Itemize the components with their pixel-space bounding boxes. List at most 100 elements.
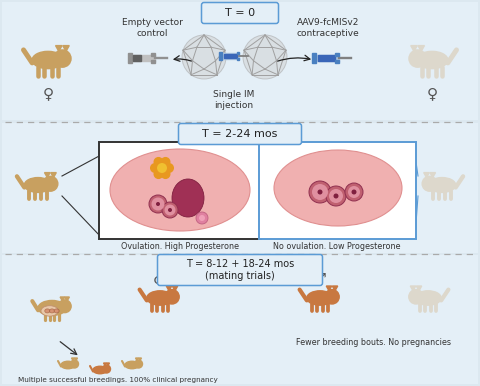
Ellipse shape bbox=[274, 150, 402, 226]
Circle shape bbox=[134, 360, 143, 368]
Circle shape bbox=[160, 169, 170, 179]
Circle shape bbox=[196, 212, 208, 224]
Polygon shape bbox=[430, 173, 435, 178]
Circle shape bbox=[334, 193, 338, 198]
Ellipse shape bbox=[110, 149, 250, 231]
Polygon shape bbox=[63, 46, 69, 51]
Bar bbox=[131, 54, 155, 61]
Ellipse shape bbox=[428, 178, 456, 193]
Circle shape bbox=[312, 184, 328, 200]
Ellipse shape bbox=[416, 51, 448, 69]
Text: T = 2-24 mos: T = 2-24 mos bbox=[202, 129, 278, 139]
Circle shape bbox=[154, 157, 164, 167]
Ellipse shape bbox=[61, 361, 75, 369]
Polygon shape bbox=[139, 358, 142, 361]
Circle shape bbox=[422, 176, 437, 191]
Circle shape bbox=[149, 195, 167, 213]
FancyBboxPatch shape bbox=[157, 254, 323, 286]
Polygon shape bbox=[166, 286, 172, 291]
Text: Fewer breeding bouts. No pregnancies: Fewer breeding bouts. No pregnancies bbox=[297, 338, 452, 347]
Polygon shape bbox=[326, 286, 332, 291]
Circle shape bbox=[325, 290, 339, 304]
Text: AAV9-fcMISv2
contraceptive: AAV9-fcMISv2 contraceptive bbox=[297, 18, 360, 38]
Bar bbox=[312, 53, 316, 63]
Bar bbox=[336, 53, 339, 56]
Bar bbox=[318, 56, 336, 61]
Polygon shape bbox=[74, 358, 77, 361]
Circle shape bbox=[157, 163, 167, 173]
FancyBboxPatch shape bbox=[99, 142, 261, 239]
Polygon shape bbox=[51, 173, 56, 178]
Circle shape bbox=[348, 186, 360, 198]
Ellipse shape bbox=[49, 309, 55, 313]
Circle shape bbox=[54, 50, 71, 67]
Bar bbox=[151, 60, 155, 63]
Ellipse shape bbox=[45, 309, 50, 313]
Circle shape bbox=[345, 183, 363, 201]
Text: ♂: ♂ bbox=[313, 271, 327, 286]
Bar bbox=[237, 58, 239, 59]
Circle shape bbox=[329, 189, 343, 203]
Circle shape bbox=[165, 205, 176, 215]
Polygon shape bbox=[45, 173, 50, 178]
Polygon shape bbox=[104, 363, 107, 366]
Circle shape bbox=[168, 208, 172, 212]
Circle shape bbox=[165, 290, 179, 304]
Circle shape bbox=[103, 365, 110, 373]
Circle shape bbox=[409, 50, 426, 67]
Bar bbox=[129, 53, 132, 63]
Circle shape bbox=[154, 169, 164, 179]
Text: T = 0: T = 0 bbox=[225, 8, 255, 18]
Bar bbox=[224, 54, 237, 58]
FancyBboxPatch shape bbox=[202, 2, 278, 24]
Circle shape bbox=[43, 176, 58, 191]
Text: Single IM
injection: Single IM injection bbox=[213, 90, 255, 110]
Text: Empty vector
control: Empty vector control bbox=[121, 18, 182, 38]
Circle shape bbox=[351, 190, 357, 195]
Ellipse shape bbox=[41, 306, 59, 316]
Bar bbox=[237, 52, 239, 54]
Polygon shape bbox=[172, 286, 178, 291]
Polygon shape bbox=[65, 297, 70, 301]
Bar bbox=[132, 56, 141, 61]
Text: ♂: ♂ bbox=[153, 271, 167, 286]
Circle shape bbox=[160, 157, 170, 167]
Circle shape bbox=[243, 35, 287, 79]
Circle shape bbox=[182, 35, 226, 79]
Polygon shape bbox=[332, 286, 338, 291]
Circle shape bbox=[409, 290, 423, 304]
Circle shape bbox=[317, 190, 323, 195]
Ellipse shape bbox=[32, 51, 64, 69]
Circle shape bbox=[152, 198, 165, 210]
Circle shape bbox=[162, 202, 178, 218]
Polygon shape bbox=[424, 173, 429, 178]
Circle shape bbox=[326, 186, 346, 206]
Ellipse shape bbox=[38, 300, 66, 315]
Ellipse shape bbox=[54, 309, 59, 313]
Text: Multiple successful breedings. 100% clinical pregnancy: Multiple successful breedings. 100% clin… bbox=[18, 377, 218, 383]
Text: ♀: ♀ bbox=[426, 86, 438, 102]
Bar bbox=[151, 53, 155, 56]
Text: No ovulation. Low Progesterone: No ovulation. Low Progesterone bbox=[273, 242, 401, 251]
Bar bbox=[315, 54, 339, 61]
Text: ♀: ♀ bbox=[42, 86, 54, 102]
Bar bbox=[219, 52, 222, 59]
Circle shape bbox=[71, 360, 79, 368]
Ellipse shape bbox=[24, 178, 52, 193]
Polygon shape bbox=[411, 46, 417, 51]
Bar bbox=[221, 53, 239, 59]
Polygon shape bbox=[135, 358, 139, 361]
Circle shape bbox=[309, 181, 331, 203]
Circle shape bbox=[59, 300, 71, 313]
Ellipse shape bbox=[307, 291, 333, 305]
Polygon shape bbox=[416, 286, 422, 291]
Polygon shape bbox=[410, 286, 416, 291]
Circle shape bbox=[199, 215, 205, 221]
Circle shape bbox=[156, 202, 160, 206]
Circle shape bbox=[164, 163, 174, 173]
Polygon shape bbox=[56, 46, 62, 51]
FancyBboxPatch shape bbox=[259, 142, 416, 239]
Bar bbox=[336, 60, 339, 63]
Ellipse shape bbox=[415, 291, 441, 305]
Polygon shape bbox=[60, 297, 65, 301]
